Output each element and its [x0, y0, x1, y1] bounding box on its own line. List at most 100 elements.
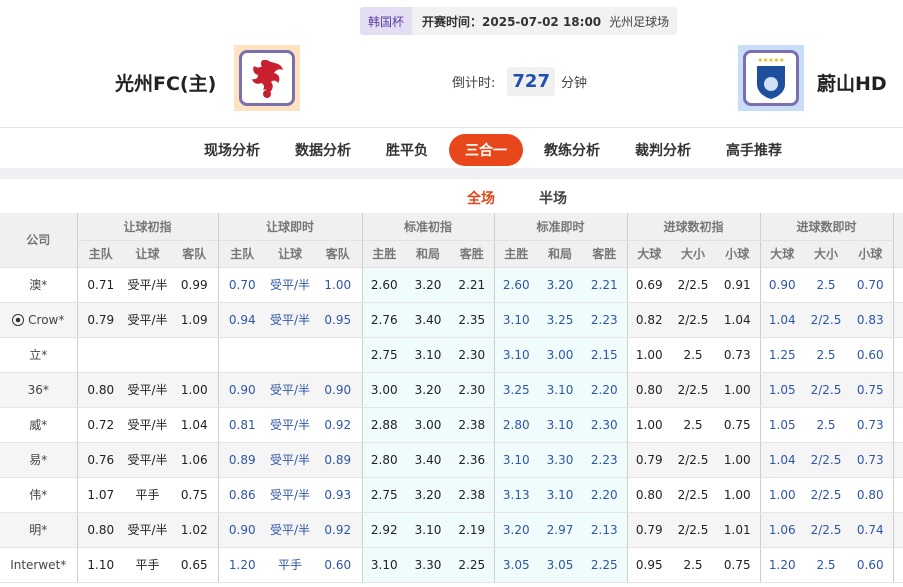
company-cell[interactable]: 易* [0, 442, 77, 478]
odds-value: 3.20 [406, 477, 450, 513]
odds-value: 2/2.5 [804, 372, 848, 408]
odds-value: 0.75 [171, 477, 218, 513]
odds-value: 0.69 [626, 267, 671, 303]
odds-value: 0.72 [76, 407, 124, 443]
odds-row[interactable]: 澳* 0.71 受平/半 0.99 0.70 受平/半 1.00 2.60 3.20 2.21 2.… [0, 267, 903, 303]
away-team-name[interactable]: 蔚山HD [817, 73, 887, 95]
nav-coach-analysis[interactable]: 教练分析 [544, 143, 600, 159]
ulsan-crest-icon: ★★★★★ [757, 57, 785, 99]
odds-value: 0.92 [314, 512, 362, 548]
odds-value: 1.04 [759, 442, 804, 478]
company-cell[interactable]: 威* [0, 407, 77, 443]
subheader: 大小 [804, 240, 848, 268]
subheader: 主队 [76, 240, 124, 268]
odds-value: 1.00 [759, 477, 804, 513]
company-cell[interactable]: Interwet* [0, 547, 77, 583]
away-team-logo[interactable]: ★★★★★ [738, 45, 804, 111]
odds-row[interactable]: 易* 0.76 受平/半 1.06 0.89 受平/半 0.89 2.80 3.40 2.36 3.… [0, 442, 903, 478]
odds-value: 2/2.5 [671, 267, 715, 303]
group-header-standard-live: 标准即时 [493, 213, 627, 241]
tab-half-time[interactable]: 半场 [539, 191, 567, 207]
odds-value: 2.60 [493, 267, 538, 303]
row-spacer [892, 407, 903, 443]
odds-value: 3.10 [361, 547, 406, 583]
odds-value: 0.86 [217, 477, 266, 513]
odds-value: 2.5 [804, 547, 848, 583]
countdown: 倒计时: 727 分钟 [452, 67, 587, 96]
odds-value: 3.40 [406, 302, 450, 338]
odds-value: 1.01 [715, 512, 760, 548]
odds-value: 0.70 [848, 267, 893, 303]
row-spacer [892, 267, 903, 303]
odds-value: 3.10 [406, 512, 450, 548]
row-spacer [892, 337, 903, 373]
company-cell[interactable]: Crow* [0, 302, 77, 338]
company-name: 威* [29, 418, 48, 432]
home-team-logo[interactable] [234, 45, 300, 111]
company-cell[interactable]: 伟* [0, 477, 77, 513]
nav-live-analysis[interactable]: 现场分析 [204, 143, 260, 159]
odds-value: 0.80 [626, 372, 671, 408]
odds-row[interactable]: 伟* 1.07 平手 0.75 0.86 受平/半 0.93 2.75 3.20 2.38 3.13… [0, 477, 903, 513]
odds-value: 0.82 [626, 302, 671, 338]
nav-referee-analysis[interactable]: 裁判分析 [635, 143, 691, 159]
odds-value: 2.19 [450, 512, 494, 548]
subheader: 大小 [671, 240, 715, 268]
kickoff-time: 开赛时间：2025-07-02 18:00 [422, 14, 602, 29]
odds-value: 0.89 [217, 442, 266, 478]
company-cell[interactable]: 澳* [0, 267, 77, 303]
odds-value: 2.97 [538, 512, 582, 548]
odds-value: 0.79 [626, 442, 671, 478]
odds-value: 0.73 [715, 337, 760, 373]
odds-value: 3.00 [538, 337, 582, 373]
odds-value: 2.35 [450, 302, 494, 338]
odds-value: 3.20 [538, 267, 582, 303]
league-badge[interactable]: 韩国杯 [360, 7, 413, 35]
subheader: 大球 [759, 240, 804, 268]
nav-three-in-one[interactable]: 三合一 [449, 134, 523, 166]
row-spacer [892, 477, 903, 513]
soccer-ball-icon [12, 313, 25, 326]
odds-value [266, 337, 314, 373]
company-cell[interactable]: 36* [0, 372, 77, 408]
odds-value: 1.00 [715, 372, 760, 408]
odds-value: 2.92 [361, 512, 406, 548]
odds-value: 2.21 [450, 267, 494, 303]
odds-value: 0.80 [76, 372, 124, 408]
odds-value [217, 337, 266, 373]
venue: 光州足球场 [609, 14, 670, 29]
odds-value: 2.75 [361, 477, 406, 513]
company-name: Crow* [28, 312, 65, 327]
odds-value: 0.90 [217, 372, 266, 408]
tab-full-time[interactable]: 全场 [458, 188, 504, 216]
odds-value [171, 337, 218, 373]
nav-1x2[interactable]: 胜平负 [386, 143, 428, 159]
odds-value: 2.23 [582, 442, 627, 478]
company-cell[interactable]: 立* [0, 337, 77, 373]
odds-value: 0.75 [715, 407, 760, 443]
odds-row[interactable]: 立* 2.75 3.10 2.30 3.10 3.00 2.15 1.00 2.5 0.73 1.2… [0, 337, 903, 373]
company-cell[interactable]: 明* [0, 512, 77, 548]
odds-value: 受平/半 [124, 407, 171, 443]
odds-value: 3.10 [406, 337, 450, 373]
odds-value: 1.04 [171, 407, 218, 443]
nav-data-analysis[interactable]: 数据分析 [295, 143, 351, 159]
odds-row[interactable]: 36* 0.80 受平/半 1.00 0.90 受平/半 0.90 3.00 3.20 2.30 3… [0, 372, 903, 408]
odds-row[interactable]: 明* 0.80 受平/半 1.02 0.90 受平/半 0.92 2.92 3.10 2.19 3.… [0, 512, 903, 548]
odds-row[interactable]: Interwet* 1.10 平手 0.65 1.20 平手 0.60 3.10 3.30 2.2… [0, 547, 903, 583]
header-spacer [892, 213, 903, 268]
home-team-name[interactable]: 光州FC(主) [115, 73, 217, 95]
odds-value: 0.95 [314, 302, 362, 338]
odds-value: 2.5 [804, 337, 848, 373]
nav-expert-picks[interactable]: 高手推荐 [726, 143, 782, 159]
company-header: 公司 [0, 213, 77, 268]
odds-value: 受平/半 [266, 442, 314, 478]
row-spacer [892, 302, 903, 338]
odds-value: 3.13 [493, 477, 538, 513]
group-header-goals-initial: 进球数初指 [626, 213, 760, 241]
odds-value: 0.60 [314, 547, 362, 583]
odds-value: 0.91 [715, 267, 760, 303]
company-name: 明* [29, 523, 48, 537]
odds-row[interactable]: Crow* 0.79 受平/半 1.09 0.94 受平/半 0.95 2.76 3.40 2.3… [0, 302, 903, 338]
odds-row[interactable]: 威* 0.72 受平/半 1.04 0.81 受平/半 0.92 2.88 3.00 2.38 2.… [0, 407, 903, 443]
